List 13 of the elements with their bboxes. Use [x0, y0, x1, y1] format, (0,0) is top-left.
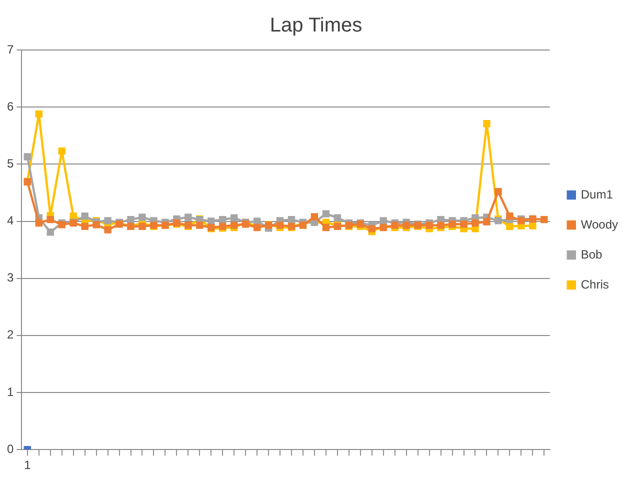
y-tick-label: 2	[6, 328, 14, 342]
y-tick-label: 1	[6, 384, 14, 399]
legend-label: Woody	[580, 217, 618, 232]
y-tick-label: 4	[6, 214, 14, 228]
legend-label: Bob	[580, 247, 603, 262]
legend-label: Dum1	[580, 187, 614, 202]
y-tick-label: 0	[6, 442, 14, 456]
chart-title: Lap Times	[270, 14, 362, 37]
legend-label: Chris	[580, 277, 609, 292]
y-tick-label: 6	[6, 99, 14, 114]
y-tick-label: 7	[6, 42, 14, 56]
y-tick-label: 3	[6, 270, 14, 285]
y-tick-label: 5	[6, 156, 14, 170]
